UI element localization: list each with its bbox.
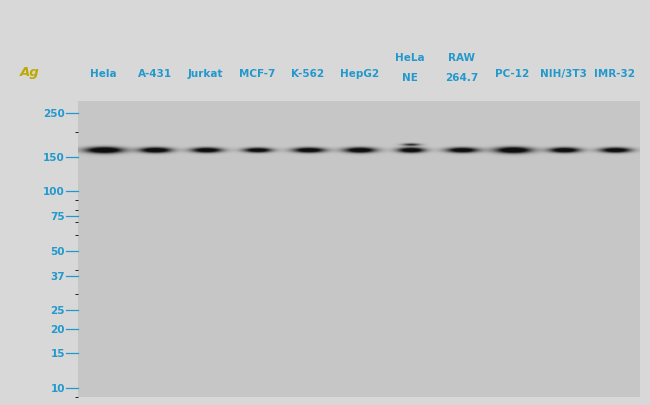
Text: K-562: K-562	[291, 68, 324, 79]
Text: 15: 15	[51, 348, 65, 358]
Text: PC-12: PC-12	[495, 68, 530, 79]
Text: HeLa: HeLa	[395, 53, 425, 63]
Text: 25: 25	[51, 305, 65, 315]
Text: 150: 150	[44, 152, 65, 162]
Text: NIH/3T3: NIH/3T3	[540, 68, 587, 79]
Text: HepG2: HepG2	[339, 68, 379, 79]
Text: Ag: Ag	[20, 66, 39, 79]
Text: 264.7: 264.7	[445, 72, 478, 83]
Text: 20: 20	[51, 324, 65, 334]
Text: Jurkat: Jurkat	[188, 68, 224, 79]
Text: 75: 75	[51, 211, 65, 222]
Text: 250: 250	[44, 109, 65, 119]
Text: IMR-32: IMR-32	[594, 68, 635, 79]
Text: NE: NE	[402, 72, 418, 83]
Text: 10: 10	[51, 383, 65, 393]
Text: RAW: RAW	[448, 53, 475, 63]
Text: 100: 100	[44, 187, 65, 197]
Text: MCF-7: MCF-7	[239, 68, 275, 79]
Text: 37: 37	[51, 272, 65, 281]
Text: Hela: Hela	[90, 68, 117, 79]
Text: 50: 50	[51, 246, 65, 256]
Text: A-431: A-431	[138, 68, 172, 79]
